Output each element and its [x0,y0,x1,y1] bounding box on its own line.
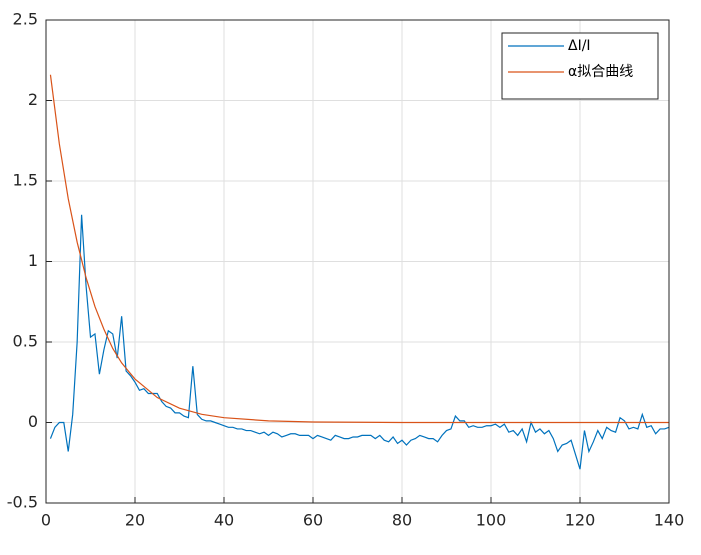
y-tick-label: 2 [28,90,38,109]
legend: ΔI/I α拟合曲线 [501,32,659,100]
y-tick-label: 0.5 [13,332,38,351]
plot-lines [49,74,670,470]
y-tick-label: 1.5 [13,171,38,190]
x-tick-label: 0 [41,511,51,530]
x-tick-label: 120 [565,511,596,530]
y-tick-label: -0.5 [7,493,38,512]
series-line [49,214,670,470]
y-tick-label: 2.5 [13,10,38,29]
series-line [49,74,669,424]
legend-box [501,32,659,100]
x-tick-label: 80 [392,511,412,530]
x-tick-label: 40 [214,511,234,530]
x-tick-label: 140 [654,511,685,530]
ticks: 0 20 40 60 80 100 120 140-0.500.511.522.5 [7,10,684,530]
y-tick-label: 1 [28,251,38,270]
y-tick-label: 0 [28,412,38,431]
x-tick-label: 60 [303,511,323,530]
legend-label: α拟合曲线 [568,64,633,80]
x-tick-label: 20 [125,511,145,530]
x-tick-label: 100 [476,511,507,530]
legend-label: ΔI/I [568,38,591,54]
